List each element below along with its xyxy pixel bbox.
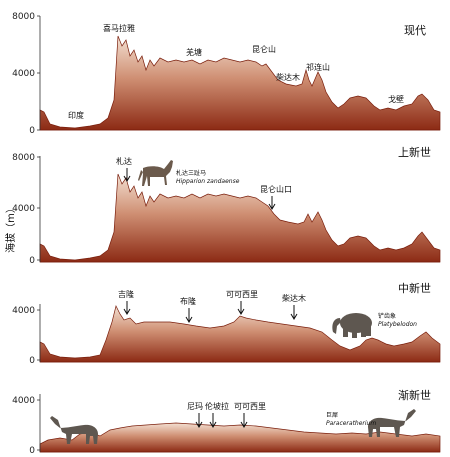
y-tick-4000: 4000 [12, 204, 35, 214]
place-label: 羌塘 [186, 47, 202, 57]
marker-arrow [195, 413, 203, 428]
y-tick-4000: 4000 [12, 306, 35, 316]
place-label: 印度 [68, 110, 84, 120]
place-label: 札达 [116, 156, 132, 166]
place-label: 可可西里 [234, 402, 266, 411]
panel-modern: 8000 4000 0 现代 印度 喜马拉雅 羌塘 昆仑山 柴达木 祁连山 戈壁 [12, 12, 441, 136]
marker-arrow [209, 413, 217, 428]
y-tick-8000: 8000 [12, 12, 35, 22]
terrain-profile-miocene [39, 304, 441, 363]
y-tick-4000: 4000 [12, 69, 35, 79]
hipparion-illustration [138, 160, 173, 186]
marker-arrow [123, 168, 131, 182]
y-tick-0: 0 [29, 256, 35, 266]
era-label-pliocene: 上新世 [398, 145, 431, 159]
era-label-oligocene: 渐新世 [398, 388, 431, 402]
terrain-profile-pliocene [39, 173, 441, 263]
y-axis-title: 海拔（m） [4, 203, 17, 253]
place-label: 昆仑山 [252, 44, 276, 54]
animal-latin-platybelodon: Platybelodon [378, 321, 417, 328]
marker-arrow [290, 305, 298, 320]
y-tick-0: 0 [29, 126, 35, 136]
y-tick-0: 0 [29, 356, 35, 366]
animal-latin-hipparion: Hipparion zandaense [176, 178, 240, 185]
era-label-modern: 现代 [404, 24, 426, 37]
panel-pliocene: 8000 4000 0 上新世 札达 昆仑山口 札达三趾马 Hipparion … [12, 145, 441, 266]
place-label: 柴达木 [282, 293, 306, 303]
paraceratherium-illustration-right [368, 409, 416, 437]
y-tick-0: 0 [29, 446, 35, 456]
place-label: 伦坡拉 [205, 401, 229, 411]
place-label: 布隆 [180, 296, 196, 306]
y-tick-4000: 4000 [12, 396, 35, 406]
marker-arrow [185, 308, 193, 323]
place-label: 尼玛 [187, 402, 203, 411]
place-label: 喜马拉雅 [103, 23, 135, 33]
animal-caption-hipparion: 札达三趾马 [176, 169, 206, 177]
panel-oligocene: 4000 0 渐新世 尼玛 伦坡拉 可可西里 巨犀 Paraceratheriu… [12, 388, 441, 456]
paraceratherium-illustration-left [50, 416, 98, 444]
place-label: 祁连山 [306, 62, 330, 72]
marker-arrow [268, 196, 276, 210]
animal-latin-paraceratherium: Paraceratherium [326, 420, 376, 427]
place-label: 戈壁 [388, 94, 404, 104]
animal-caption-platybelodon: 铲齿象 [378, 312, 396, 320]
animal-caption-paraceratherium: 巨犀 [326, 412, 338, 419]
terrain-profile-modern [39, 35, 441, 131]
marker-arrow [123, 301, 131, 315]
place-label: 可可西里 [226, 290, 258, 299]
era-label-miocene: 中新世 [398, 281, 431, 295]
marker-arrow [240, 413, 248, 428]
marker-arrow [237, 301, 245, 315]
y-tick-8000: 8000 [12, 153, 35, 163]
place-label: 柴达木 [276, 72, 300, 82]
place-label: 吉隆 [118, 289, 134, 299]
place-label: 昆仑山口 [260, 184, 292, 194]
platybelodon-illustration [332, 313, 372, 338]
panel-miocene: 4000 0 中新世 吉隆 布隆 可可西里 柴达木 铲齿象 Platybelod… [12, 281, 441, 366]
